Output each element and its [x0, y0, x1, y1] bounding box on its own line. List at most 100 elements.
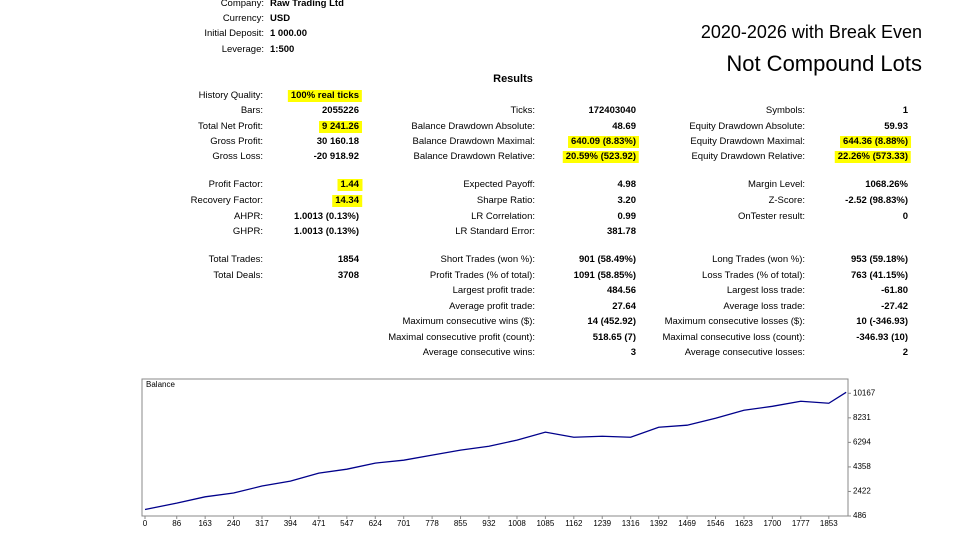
result-value: 4.98	[617, 179, 637, 190]
x-tick-label: 701	[397, 519, 411, 528]
result-value: 9 241.26	[319, 121, 362, 133]
header-label: Currency:	[222, 13, 264, 24]
result-label: Average consecutive losses:	[684, 347, 805, 358]
result-label: Total Trades:	[208, 254, 263, 265]
result-value: 172403040	[588, 105, 636, 116]
x-tick-label: 1853	[820, 519, 838, 528]
y-tick-label: 6294	[853, 437, 871, 446]
result-label: History Quality:	[198, 90, 263, 101]
result-value: -20 918.92	[313, 151, 359, 162]
x-tick-label: 1008	[508, 519, 526, 528]
result-value: -2.52 (98.83%)	[845, 195, 908, 206]
result-label: Bars:	[240, 105, 263, 116]
x-tick-label: 624	[369, 519, 383, 528]
result-value: 1854	[337, 254, 359, 265]
result-label: Symbols:	[765, 105, 805, 116]
headline: 2020-2026 with Break Even	[700, 22, 922, 42]
result-value: 901 (58.49%)	[578, 254, 636, 265]
x-tick-label: 1700	[763, 519, 781, 528]
result-label: Maximum consecutive losses ($):	[664, 316, 805, 327]
plot-frame	[141, 378, 849, 517]
x-tick-label: 1085	[536, 519, 554, 528]
result-label: Total Net Profit:	[198, 121, 263, 132]
result-label: Balance Drawdown Relative:	[413, 151, 535, 162]
result-value: 1.0013 (0.13%)	[294, 211, 359, 222]
x-tick-label: 1623	[735, 519, 753, 528]
result-label: Average consecutive wins:	[422, 347, 535, 358]
result-label: GHPR:	[232, 226, 263, 237]
result-label: Expected Payoff:	[463, 179, 535, 190]
x-tick-label: 547	[340, 519, 354, 528]
result-label: Equity Drawdown Relative:	[691, 151, 805, 162]
result-value: 1.44	[337, 179, 362, 191]
result-label: AHPR:	[233, 211, 263, 222]
result-value: 484.56	[606, 285, 636, 296]
header-label: Leverage:	[221, 44, 264, 55]
result-value: 1068.26%	[865, 179, 908, 190]
y-tick-label: 8231	[853, 413, 871, 422]
result-value: 1	[902, 105, 908, 116]
result-value: 0.99	[617, 211, 637, 222]
result-label: Largest loss trade:	[726, 285, 805, 296]
x-tick-label: 1392	[650, 519, 668, 528]
result-value: 48.69	[612, 121, 636, 132]
result-label: Ticks:	[510, 105, 535, 116]
result-value: 763 (41.15%)	[850, 270, 908, 281]
x-tick-label: 855	[454, 519, 468, 528]
balance-line	[144, 391, 847, 511]
result-value: 1.0013 (0.13%)	[294, 226, 359, 237]
result-value: 2055226	[322, 105, 359, 116]
result-value: 14.34	[332, 195, 362, 207]
result-value: -61.80	[881, 285, 908, 296]
x-tick-label: 317	[255, 519, 269, 528]
headline: Not Compound Lots	[726, 51, 922, 76]
result-label: Short Trades (won %):	[440, 254, 535, 265]
result-label: Maximal consecutive profit (count):	[388, 332, 535, 343]
result-value: 30 160.18	[316, 136, 359, 147]
result-value: 14 (452.92)	[587, 316, 636, 327]
result-label: OnTester result:	[737, 211, 805, 222]
result-value: 640.09 (8.83%)	[568, 136, 639, 148]
x-tick-label: 471	[312, 519, 326, 528]
result-label: Maximum consecutive wins ($):	[402, 316, 535, 327]
result-value: 644.36 (8.88%)	[840, 136, 911, 148]
result-label: Equity Drawdown Maximal:	[690, 136, 805, 147]
x-tick-label: 1239	[593, 519, 611, 528]
result-value: 3	[630, 347, 636, 358]
result-label: Equity Drawdown Absolute:	[689, 121, 805, 132]
result-value: -346.93 (10)	[856, 332, 908, 343]
result-value: 2	[902, 347, 908, 358]
result-value: 100% real ticks	[287, 90, 362, 102]
x-tick-label: 932	[482, 519, 496, 528]
header-value: 1:500	[270, 44, 295, 55]
result-label: Largest profit trade:	[452, 285, 535, 296]
result-value: -27.42	[881, 301, 908, 312]
result-value: 10 (-346.93)	[856, 316, 908, 327]
x-tick-label: 394	[284, 519, 298, 528]
result-label: Profit Trades (% of total):	[429, 270, 535, 281]
result-label: Average loss trade:	[723, 301, 805, 312]
result-label: Long Trades (won %):	[712, 254, 805, 265]
result-label: Gross Profit:	[210, 136, 263, 147]
result-value: 381.78	[606, 226, 636, 237]
result-value: 0	[902, 211, 908, 222]
result-value: 3.20	[617, 195, 637, 206]
result-value: 953 (59.18%)	[850, 254, 908, 265]
y-tick-label: 10167	[853, 388, 876, 397]
x-tick-label: 1469	[678, 519, 696, 528]
results-title: Results	[493, 73, 533, 85]
result-label: Maximal consecutive loss (count):	[662, 332, 805, 343]
result-value: 22.26% (573.33)	[834, 151, 911, 163]
result-label: Average profit trade:	[449, 301, 535, 312]
x-tick-label: 86	[172, 519, 181, 528]
x-tick-label: 1546	[707, 519, 725, 528]
result-label: Sharpe Ratio:	[476, 195, 535, 206]
result-label: LR Correlation:	[471, 211, 535, 222]
result-label: LR Standard Error:	[455, 226, 535, 237]
y-tick-label: 2422	[853, 487, 871, 496]
result-value: 27.64	[612, 301, 636, 312]
result-label: Gross Loss:	[212, 151, 263, 162]
result-label: Balance Drawdown Maximal:	[412, 136, 536, 147]
x-tick-label: 778	[425, 519, 439, 528]
